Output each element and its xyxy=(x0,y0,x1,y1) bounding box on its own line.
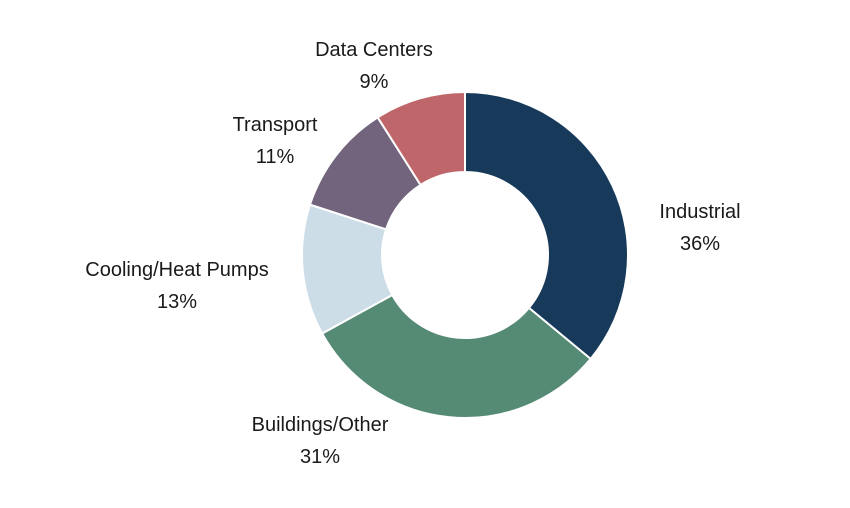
slice-value-label: 11% xyxy=(256,146,295,168)
slice-labels: Industrial 36% Buildings/Other 31% Cooling/H… xyxy=(85,39,740,468)
slice-value-label: 13% xyxy=(157,291,197,313)
slice-label: Data Centers xyxy=(315,39,433,61)
slice-label: Buildings/Other xyxy=(252,414,389,436)
slice-data-centers xyxy=(376,90,466,187)
slice-value-label: 9% xyxy=(360,71,389,93)
slice-buildings-other xyxy=(320,293,593,419)
slice-label: Industrial xyxy=(659,201,740,223)
slice-label: Cooling/Heat Pumps xyxy=(85,259,268,281)
slice-value-label: 31% xyxy=(300,446,340,468)
slice-value-label: 36% xyxy=(680,233,720,255)
donut-slices xyxy=(301,90,629,419)
slice-label: Transport xyxy=(233,114,318,136)
slice-industrial xyxy=(464,90,629,361)
